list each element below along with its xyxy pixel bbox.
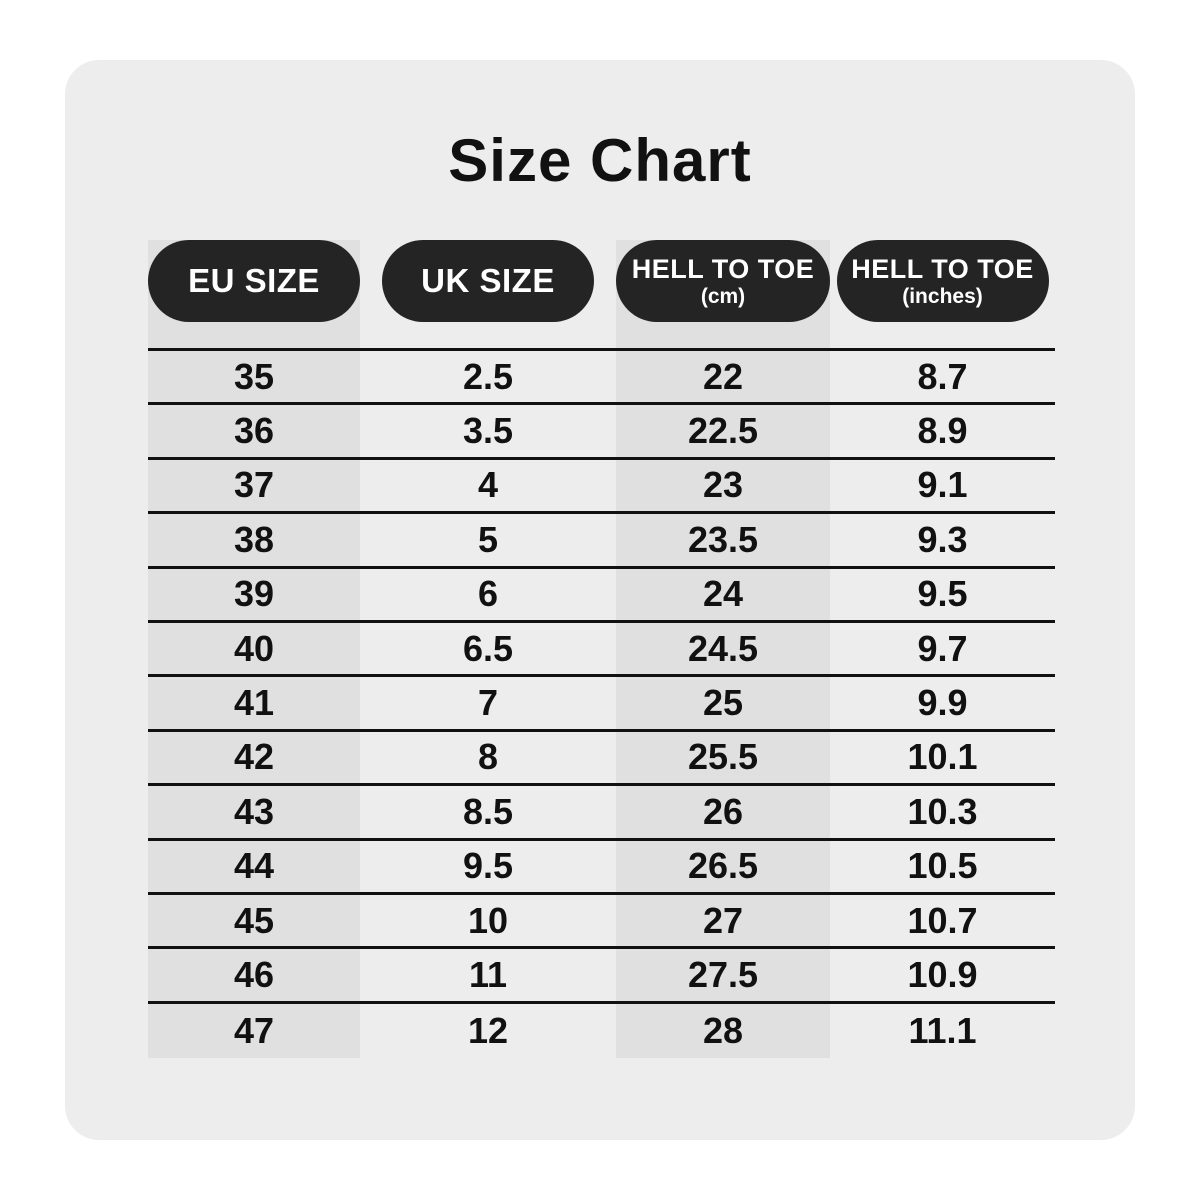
table-cell: 26.5 <box>616 840 830 892</box>
table-cell: 46 <box>148 949 360 1001</box>
table-cell: 10.1 <box>907 736 978 778</box>
column-label: HELL TO TOE <box>851 254 1034 285</box>
table-cell: 6.5 <box>462 627 514 669</box>
table-cell: 4 <box>477 464 499 506</box>
table-cell: 37 <box>148 459 360 512</box>
table-cell: 27 <box>616 894 830 947</box>
table-cell: 27.5 <box>616 949 830 1001</box>
table-cell: 43 <box>148 786 360 838</box>
table-cell: 36 <box>148 405 360 457</box>
table-cell: 7 <box>477 682 499 724</box>
table-header-row: EU SIZE UK SIZE HELL TO TOE (cm) HELL TO… <box>148 240 1055 351</box>
table-cell: 10.7 <box>907 899 978 941</box>
table-row: 39 6 24 9.5 <box>148 568 1055 623</box>
column-header-heel-to-toe-inches: HELL TO TOE (inches) <box>830 240 1055 348</box>
table-cell: 26 <box>616 786 830 838</box>
column-header-uk-size: UK SIZE <box>360 240 616 348</box>
table-row: 44 9.5 26.5 10.5 <box>148 840 1055 895</box>
table-cell: 28 <box>616 1003 830 1059</box>
table-cell: 24 <box>616 568 830 620</box>
table-row: 40 6.5 24.5 9.7 <box>148 622 1055 678</box>
column-label: HELL TO TOE <box>631 254 815 285</box>
table-cell: 22.5 <box>616 405 830 457</box>
table-row: 46 11 27.5 10.9 <box>148 949 1055 1004</box>
table-cell: 6 <box>477 573 499 615</box>
table-cell: 12 <box>467 1009 509 1051</box>
table-row: 42 8 25.5 10.1 <box>148 731 1055 787</box>
table-cell: 44 <box>148 840 360 892</box>
column-sublabel: (cm) <box>700 284 746 308</box>
table-cell: 9.3 <box>917 518 968 560</box>
table-cell: 22 <box>616 351 830 403</box>
table-cell: 25 <box>616 677 830 729</box>
table-cell: 35 <box>148 351 360 403</box>
table-cell: 2.5 <box>462 355 514 397</box>
heel-to-toe-inches-header-pill: HELL TO TOE (inches) <box>836 240 1049 322</box>
uk-size-header-pill: UK SIZE <box>382 240 594 322</box>
table-cell: 8.7 <box>917 355 968 397</box>
page-title: Size Chart <box>448 127 752 194</box>
column-sublabel: (inches) <box>902 284 983 308</box>
table-cell: 45 <box>148 894 360 947</box>
table-cell: 3.5 <box>462 410 514 452</box>
table-cell: 8.9 <box>917 410 968 452</box>
table-row: 47 12 28 11.1 <box>148 1003 1055 1059</box>
table-cell: 25.5 <box>616 731 830 784</box>
column-header-eu-size: EU SIZE <box>148 240 360 348</box>
table-cell: 9.9 <box>917 682 968 724</box>
table-cell: 9.7 <box>917 627 968 669</box>
table-cell: 10.3 <box>907 790 978 832</box>
table-cell: 10.5 <box>907 845 978 887</box>
table-cell: 10.9 <box>907 953 978 995</box>
table-row: 38 5 23.5 9.3 <box>148 514 1055 569</box>
table-cell: 23 <box>616 459 830 512</box>
column-header-heel-to-toe-cm: HELL TO TOE (cm) <box>616 240 830 348</box>
table-cell: 10 <box>467 899 509 941</box>
table-cell: 9.5 <box>917 573 968 615</box>
table-cell: 9.1 <box>917 464 968 506</box>
table-cell: 38 <box>148 514 360 566</box>
table-row: 37 4 23 9.1 <box>148 459 1055 515</box>
column-label: UK SIZE <box>421 261 555 299</box>
table-cell: 40 <box>148 622 360 675</box>
size-chart-card: Size Chart EU SIZE UK SIZE HELL TO TOE (… <box>65 60 1135 1140</box>
table-cell: 41 <box>148 677 360 729</box>
table-body: 35 2.5 22 8.7 36 3.5 22.5 8.9 37 4 23 9.… <box>148 351 1055 1059</box>
size-table: EU SIZE UK SIZE HELL TO TOE (cm) HELL TO… <box>148 240 1055 1059</box>
table-cell: 11.1 <box>908 1009 977 1051</box>
table-cell: 11 <box>468 953 508 995</box>
table-row: 45 10 27 10.7 <box>148 894 1055 950</box>
table-row: 35 2.5 22 8.7 <box>148 351 1055 406</box>
table-cell: 42 <box>148 731 360 784</box>
table-row: 43 8.5 26 10.3 <box>148 786 1055 841</box>
table-cell: 9.5 <box>462 845 514 887</box>
table-cell: 23.5 <box>616 514 830 566</box>
table-cell: 8 <box>477 736 499 778</box>
table-cell: 5 <box>477 518 499 560</box>
heel-to-toe-cm-header-pill: HELL TO TOE (cm) <box>616 240 830 322</box>
column-label: EU SIZE <box>188 261 320 299</box>
table-cell: 39 <box>148 568 360 620</box>
table-row: 36 3.5 22.5 8.9 <box>148 405 1055 460</box>
table-cell: 8.5 <box>462 790 514 832</box>
eu-size-header-pill: EU SIZE <box>148 240 360 322</box>
table-cell: 24.5 <box>616 622 830 675</box>
table-row: 41 7 25 9.9 <box>148 677 1055 732</box>
table-cell: 47 <box>148 1003 360 1059</box>
